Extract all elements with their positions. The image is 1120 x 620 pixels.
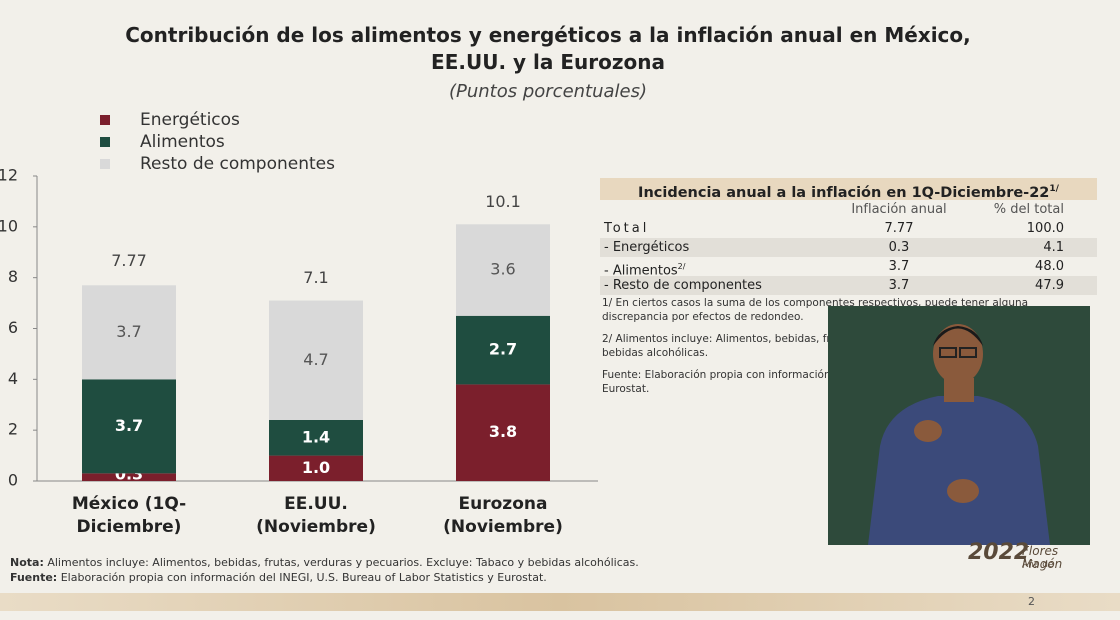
table-title-note: 1/: [1049, 184, 1059, 194]
data-label: 4.7: [303, 350, 328, 369]
notes: Nota: Alimentos incluye: Alimentos, bebi…: [10, 555, 639, 585]
y-tick-label: 0: [8, 471, 18, 490]
table-row: Total 7.77 100.0: [600, 219, 1097, 238]
note-label: Fuente:: [10, 571, 58, 584]
y-tick-label: 4: [8, 369, 18, 388]
bar-segment: [456, 224, 550, 316]
footer-stripe: [0, 593, 1120, 611]
bar-segment: [269, 455, 363, 481]
table-cell: 7.77: [884, 221, 914, 236]
row-label: - Energéticos: [604, 240, 690, 255]
table-title: Incidencia anual a la inflación en 1Q-Di…: [600, 178, 1097, 201]
table-title-text: Incidencia anual a la inflación en 1Q-Di…: [638, 184, 1050, 201]
total-label: 7.1: [303, 268, 328, 287]
data-label: 3.8: [489, 422, 517, 441]
logo-prefix: Año de: [1022, 560, 1054, 570]
bar-segment: [82, 285, 176, 380]
y-tick-label: 6: [8, 318, 18, 337]
data-label: 1.4: [302, 427, 330, 446]
column-header: % del total: [993, 202, 1064, 217]
chart-subtitle: (Puntos porcentuales): [448, 81, 648, 102]
column-header: Inflación anual: [851, 202, 947, 217]
y-tick-label: 12: [0, 166, 18, 185]
row-label: Total: [604, 221, 650, 236]
chart-title: Contribución de los alimentos y energéti…: [125, 23, 971, 74]
legend-label: Energéticos: [140, 110, 240, 130]
row-label-cell: - Alimentos2/: [600, 257, 834, 279]
table-header: Inflación anual % del total: [600, 200, 1097, 219]
table-cell: 48.0: [1035, 259, 1064, 274]
logo-year: 2022: [968, 540, 1030, 565]
y-tick-label: 10: [0, 216, 18, 235]
table-cell: 47.9: [1035, 278, 1064, 293]
table-cell: 100.0: [1026, 221, 1064, 236]
interpreter-video: [828, 306, 1090, 545]
logo-name: Flores Magón: [1022, 544, 1063, 571]
data-label: 2.7: [489, 340, 517, 359]
legend-swatch: [100, 137, 110, 147]
bar-segment: [269, 420, 363, 456]
legend-swatch: [100, 115, 110, 125]
x-tick-label: México (1Q-Diciembre): [71, 494, 187, 537]
legend-swatch: [100, 159, 110, 169]
interpreter: [868, 324, 1050, 545]
data-label: 3.7: [116, 322, 141, 341]
note-label: Nota:: [10, 556, 44, 569]
data-label: 3.6: [490, 260, 515, 279]
data-label: 3.7: [115, 416, 143, 435]
legend-label: Alimentos: [140, 132, 225, 152]
bar-segment: [269, 300, 363, 420]
row-label: - Alimentos: [604, 263, 678, 279]
row-note: 2/: [677, 262, 686, 271]
note-text: Alimentos incluye: Alimentos, bebidas, f…: [47, 556, 639, 569]
table-cell: 3.7: [888, 278, 910, 293]
x-tick-label: Eurozona (Noviembre): [443, 494, 563, 537]
bar-segment: [456, 315, 550, 385]
data-label: 1.0: [302, 458, 330, 477]
y-tick-label: 8: [8, 267, 18, 286]
table-cell: 3.7: [888, 259, 910, 274]
row-label-cell: - Resto de componentes: [600, 276, 834, 295]
table-row: - Energéticos 0.3 4.1: [600, 238, 1097, 257]
row-label: - Resto de componentes: [604, 278, 762, 293]
bar-segment: [82, 379, 176, 474]
x-tick-label: EE.UU. (Noviembre): [256, 494, 376, 537]
bar-segment: [456, 384, 550, 481]
table-row: - Resto de componentes 3.7 47.9: [600, 276, 1097, 295]
table-cell: 4.1: [1043, 240, 1064, 255]
total-label: 10.1: [485, 192, 521, 211]
table-row: - Alimentos2/3.7 48.0: [600, 257, 1097, 279]
note-text: Elaboración propia con información del I…: [60, 571, 547, 584]
bar-segment: [82, 473, 176, 481]
row-label-cell: - Energéticos: [600, 238, 834, 257]
row-label-cell: Total: [600, 219, 834, 238]
legend-label: Resto de componentes: [140, 154, 335, 174]
note: Fuente: Elaboración propia con informaci…: [10, 570, 639, 585]
page-number: 2: [1028, 595, 1035, 608]
incidence-table: Incidencia anual a la inflación en 1Q-Di…: [600, 178, 1097, 295]
table-cell: 0.3: [888, 240, 910, 255]
note: Nota: Alimentos incluye: Alimentos, bebi…: [10, 555, 639, 570]
total-label: 7.77: [111, 251, 147, 270]
table-body: Total 7.77 100.0 - Energéticos 0.3 4.1 - Alime…: [600, 219, 1097, 295]
y-tick-label: 2: [8, 420, 18, 439]
